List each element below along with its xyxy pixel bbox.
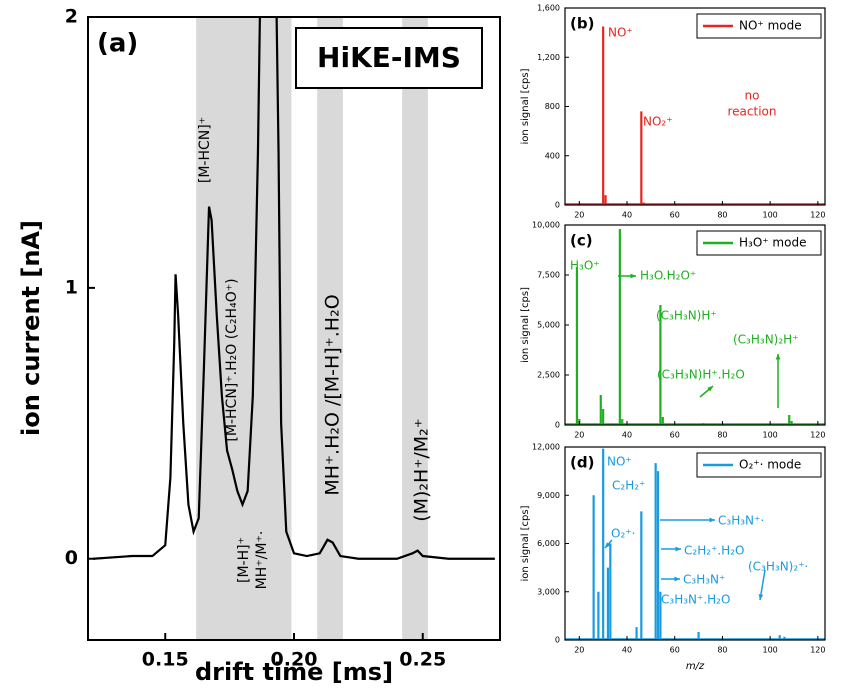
annotation: (M)₂H⁺/M₂⁺ bbox=[411, 418, 433, 522]
y-tick-label: 400 bbox=[545, 151, 560, 160]
y-tick-label: 7,500 bbox=[537, 271, 560, 280]
plot-area bbox=[565, 448, 825, 640]
x-tick-label: 40 bbox=[622, 211, 632, 220]
annotation: [M-HCN]⁺.H₂O (C₂H₄O⁺) bbox=[224, 278, 240, 441]
x-tick-label: 120 bbox=[810, 646, 825, 655]
arrow-head bbox=[758, 594, 764, 600]
y-tick-label: 0 bbox=[555, 636, 560, 645]
panel-label: (d) bbox=[570, 454, 594, 472]
annotation: (C₃H₃N)₂⁺· bbox=[748, 560, 808, 574]
annotation: C₂H₂⁺ bbox=[612, 479, 645, 493]
y-axis-label: ion signal [cps] bbox=[520, 505, 531, 581]
x-tick-label: 80 bbox=[717, 211, 727, 220]
x-tick-label: 0.15 bbox=[142, 649, 189, 671]
annotation: C₃H₃N⁺.H₂O bbox=[661, 593, 730, 607]
x-tick-label: 80 bbox=[717, 646, 727, 655]
panel-label: (c) bbox=[570, 232, 593, 250]
annotation: C₃H₃N⁺· bbox=[718, 514, 764, 528]
arrow-head bbox=[707, 386, 713, 392]
title-box bbox=[295, 27, 483, 89]
x-axis-label: drift time [ms] bbox=[195, 658, 393, 686]
annotation: [M-H]⁺ bbox=[236, 537, 252, 583]
y-axis-label: ion signal [cps] bbox=[520, 68, 531, 144]
x-tick-label: 100 bbox=[762, 431, 777, 440]
panel-label: (a) bbox=[97, 29, 138, 59]
x-tick-label: 80 bbox=[717, 431, 727, 440]
legend-label: O₂⁺· mode bbox=[739, 458, 801, 472]
annotation: H₃O.H₂O⁺ bbox=[640, 269, 696, 283]
x-tick-label: 60 bbox=[670, 431, 680, 440]
arrow-head bbox=[605, 542, 611, 548]
arrow-head bbox=[775, 354, 781, 360]
plot-area bbox=[93, 17, 495, 640]
y-tick-label: 12,000 bbox=[532, 443, 560, 452]
y-tick-label: 2 bbox=[65, 6, 78, 28]
annotation: NO⁺ bbox=[607, 455, 632, 469]
x-tick-label: 20 bbox=[574, 646, 584, 655]
legend-label: NO⁺ mode bbox=[739, 19, 802, 33]
annotation: C₂H₂⁺.H₂O bbox=[684, 544, 744, 558]
x-tick-label: 20 bbox=[574, 211, 584, 220]
x-tick-label: 40 bbox=[622, 431, 632, 440]
arrow-head bbox=[630, 273, 636, 279]
annotation: reaction bbox=[728, 105, 777, 119]
y-tick-label: 1,200 bbox=[537, 53, 560, 62]
y-tick-label: 0 bbox=[65, 547, 78, 569]
x-tick-label: 120 bbox=[810, 211, 825, 220]
annotation: O₂⁺· bbox=[611, 527, 635, 541]
annotation: no bbox=[745, 89, 760, 103]
plot-area bbox=[565, 26, 825, 205]
annotation: (C₃H₃N)₂H⁺ bbox=[733, 333, 799, 347]
y-tick-label: 9,000 bbox=[537, 491, 560, 500]
y-tick-label: 800 bbox=[545, 102, 560, 111]
annotation: MH⁺/M⁺· bbox=[254, 531, 270, 590]
y-tick-label: 2,500 bbox=[537, 371, 560, 380]
annotation: NO⁺ bbox=[608, 26, 633, 40]
annotation: H₃O⁺ bbox=[570, 259, 600, 273]
arrow-head bbox=[709, 517, 715, 523]
panel-label: (b) bbox=[570, 15, 594, 33]
x-tick-label: 60 bbox=[670, 211, 680, 220]
x-tick-label: 40 bbox=[622, 646, 632, 655]
arrow-head bbox=[675, 546, 681, 552]
annotation: (C₃H₃N)H⁺.H₂O bbox=[657, 368, 745, 382]
x-tick-label: 120 bbox=[810, 431, 825, 440]
line bbox=[93, 17, 495, 560]
chart-title: HiKE-IMS bbox=[317, 41, 461, 74]
x-axis-label: m/z bbox=[686, 661, 705, 672]
y-tick-label: 1,600 bbox=[537, 4, 560, 13]
shaded-region bbox=[196, 17, 292, 640]
x-tick-label: 100 bbox=[762, 211, 777, 220]
legend-box bbox=[696, 452, 822, 478]
y-tick-label: 6,000 bbox=[537, 539, 560, 548]
y-tick-label: 0 bbox=[555, 421, 560, 430]
y-tick-label: 1 bbox=[65, 276, 78, 298]
y-tick-label: 10,000 bbox=[532, 221, 560, 230]
annotation: NO₂⁺ bbox=[643, 115, 673, 129]
legend-label: H₃O⁺ mode bbox=[739, 236, 806, 250]
shaded-region bbox=[317, 17, 343, 640]
y-axis-label: ion signal [cps] bbox=[520, 287, 531, 363]
annotation: [M-HCN]⁺ bbox=[197, 117, 213, 183]
x-tick-label: 20 bbox=[574, 431, 584, 440]
x-tick-label: 100 bbox=[762, 646, 777, 655]
y-axis-label: ion current [nA] bbox=[17, 220, 45, 436]
annotation: C₃H₃N⁺ bbox=[683, 573, 725, 587]
plot-area bbox=[565, 229, 825, 425]
x-tick-label: 60 bbox=[670, 646, 680, 655]
x-tick-label: 0.25 bbox=[399, 649, 446, 671]
y-tick-label: 0 bbox=[555, 201, 560, 210]
frame bbox=[87, 16, 501, 641]
x-tick-label: 0.20 bbox=[271, 649, 318, 671]
annotation: (C₃H₃N)H⁺ bbox=[656, 309, 717, 323]
annotation: MH⁺.H₂O /[M-H]⁺.H₂O bbox=[322, 294, 344, 495]
y-tick-label: 3,000 bbox=[537, 587, 560, 596]
arrow-head bbox=[674, 576, 680, 582]
y-tick-label: 5,000 bbox=[537, 321, 560, 330]
shaded-region bbox=[402, 17, 428, 640]
